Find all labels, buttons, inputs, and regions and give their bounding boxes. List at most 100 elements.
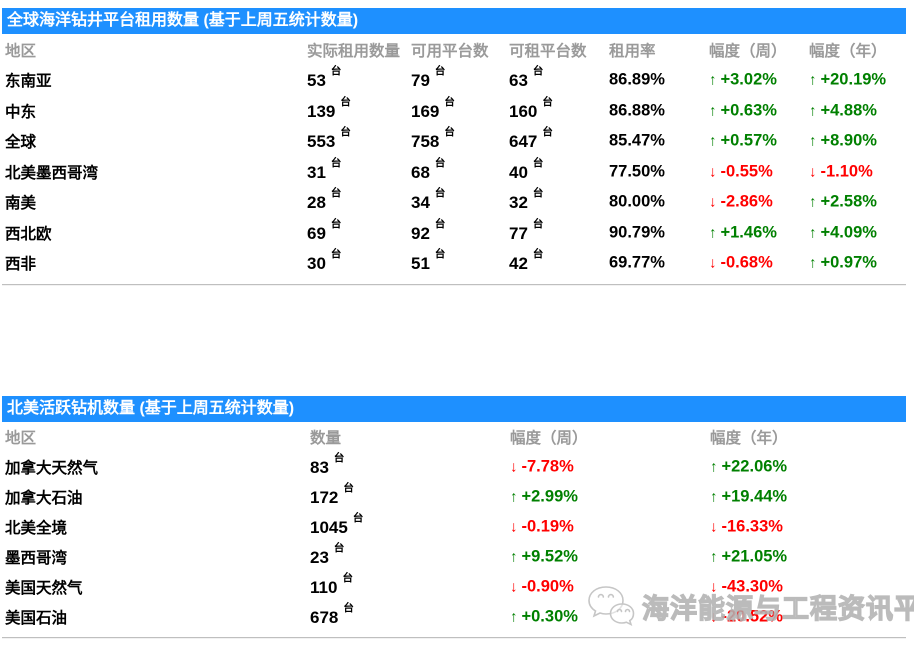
utilization-rate-cell: 77.50% [609, 162, 665, 181]
year-change-cell: ↓ -16.33% [710, 518, 783, 537]
week-change-cell: ↓ -0.19% [510, 518, 574, 537]
column-header-0: 地区 [5, 430, 37, 447]
delta-value: +3.02% [720, 70, 777, 89]
rentable-rigs-cell: 63 台 [509, 65, 543, 91]
column-header-2: 幅度（周） [510, 430, 588, 447]
count-value: 110 [310, 578, 338, 598]
delta-value: +1.46% [720, 223, 777, 242]
count-value: 83 [310, 458, 329, 478]
delta-value: -2.86% [720, 192, 773, 211]
year-change-cell: ↑ +21.05% [710, 548, 787, 567]
utilization-rate-cell: 86.89% [609, 70, 665, 89]
region-label: 加拿大石油 [5, 490, 83, 507]
unit-suffix: 台 [343, 601, 354, 614]
table1-body: 东南亚 53台 79台 63台 86.89% ↑ +3.02% ↑ +20.19% 中东 139台 1… [2, 65, 906, 279]
up-arrow-icon: ↑ [510, 488, 518, 506]
actual-rented-cell: 69 台 [307, 218, 341, 244]
week-change-cell: ↑ +0.57% [709, 132, 777, 151]
column-header-5: 幅度（周） [709, 42, 787, 60]
unit-suffix: 台 [333, 541, 345, 554]
table1-bottom-divider [2, 283, 906, 285]
unit-suffix: 台 [343, 481, 354, 494]
year-change-cell: ↑ +4.09% [809, 223, 877, 242]
unit-suffix: 台 [434, 248, 446, 261]
column-header-3: 幅度（年） [710, 430, 788, 447]
rig-count-cell: 678 台 [310, 602, 354, 628]
down-arrow-icon: ↓ [709, 254, 717, 272]
column-header-1: 实际租用数量 [307, 42, 401, 60]
table-row: 墨西哥湾 23台 ↑ +9.52% ↑ +21.05% [2, 542, 906, 572]
down-arrow-icon: ↓ [510, 518, 518, 536]
table-row: 加拿大天然气 83 台 ↓ -7.78% ↑ +22.06% [2, 452, 906, 482]
up-arrow-icon: ↑ [510, 608, 518, 626]
up-arrow-icon: ↑ [809, 102, 817, 120]
unit-suffix: 台 [444, 95, 455, 108]
count-value: 40 [509, 162, 528, 182]
table-row: 全球 553台 758台 647台 85.47% ↑ +0.57% ↑ +8.90% [2, 126, 906, 157]
rig-count-cell: 172 台 [310, 482, 354, 508]
year-change-cell: ↑ +20.19% [809, 71, 886, 90]
delta-value: +0.57% [720, 131, 777, 150]
rentable-rigs-cell: 32 台 [509, 187, 543, 213]
week-change-cell: ↑ +0.63% [709, 101, 777, 120]
down-arrow-icon: ↓ [710, 608, 718, 626]
region-label: 美国天然气 [5, 580, 83, 597]
column-header-6: 幅度（年） [809, 42, 887, 60]
count-value: 1045 [310, 518, 348, 538]
available-rigs-cell: 68 台 [411, 157, 445, 183]
up-arrow-icon: ↑ [709, 71, 717, 89]
unit-suffix: 台 [532, 156, 544, 169]
delta-value: -0.90% [521, 577, 574, 596]
up-arrow-icon: ↑ [809, 224, 817, 242]
unit-suffix: 台 [330, 187, 342, 200]
table-row: 南美 28 台 34 台 32 台 80.00% ↓ -2.86% ↑ +2.58% [2, 187, 906, 218]
delta-value: +19.44% [721, 487, 788, 506]
up-arrow-icon: ↑ [809, 254, 817, 272]
count-value: 758 [411, 132, 440, 152]
down-arrow-icon: ↓ [510, 578, 518, 596]
unit-suffix: 台 [333, 451, 345, 464]
count-value: 34 [411, 193, 430, 213]
year-change-cell: ↓ -43.30% [710, 578, 783, 597]
delta-value: +4.09% [820, 223, 877, 242]
count-value: 139 [307, 101, 336, 121]
year-change-cell: ↑ +0.97% [809, 254, 877, 273]
table-row: 西北欧 69台 92台 77台 90.79% ↑ +1.46% ↑ +4.09% [2, 218, 906, 249]
up-arrow-icon: ↑ [809, 71, 817, 89]
up-arrow-icon: ↑ [510, 548, 518, 566]
week-change-cell: ↓ -0.55% [709, 162, 773, 181]
count-value: 53 [307, 71, 326, 91]
region-label: 墨西哥湾 [5, 550, 68, 567]
unit-suffix: 台 [542, 95, 553, 108]
week-change-cell: ↑ +0.30% [510, 608, 578, 627]
available-rigs-cell: 758 台 [411, 126, 455, 152]
utilization-rate-cell: 85.47% [609, 131, 665, 150]
delta-value: -0.55% [720, 162, 773, 181]
delta-value: -20.52% [721, 607, 783, 626]
rig-count-cell: 83 台 [310, 452, 344, 478]
region-label: 东南亚 [5, 73, 52, 91]
year-change-cell: ↑ +8.90% [809, 132, 877, 151]
year-change-cell: ↑ +2.58% [809, 193, 877, 212]
count-value: 169 [411, 101, 440, 121]
actual-rented-cell: 553 台 [307, 126, 351, 152]
count-value: 63 [509, 71, 528, 91]
actual-rented-cell: 53 台 [307, 65, 341, 91]
delta-value: +0.63% [720, 101, 777, 120]
unit-suffix: 台 [532, 217, 544, 230]
table2-title: 北美活跃钻机数量 (基于上周五统计数量) [7, 400, 295, 417]
unit-suffix: 台 [340, 126, 351, 139]
region-label: 中东 [5, 103, 37, 121]
count-value: 23 [310, 548, 329, 568]
table-row: 中东 139台 169台 160台 86.88% ↑ +0.63% ↑ +4.88% [2, 96, 906, 127]
global-offshore-rig-rental-table: 全球海洋钻井平台租用数量 (基于上周五统计数量) 地区 实际租用数量 可用平台数 可租… [2, 8, 906, 285]
count-value: 28 [307, 193, 326, 213]
delta-value: +2.58% [820, 192, 877, 211]
week-change-cell: ↓ -7.78% [510, 458, 574, 477]
rentable-rigs-cell: 42 台 [509, 248, 543, 274]
count-value: 553 [307, 132, 336, 152]
rig-count-cell: 110 台 [310, 572, 353, 598]
count-value: 68 [411, 162, 430, 182]
up-arrow-icon: ↑ [709, 102, 717, 120]
column-header-2: 可用平台数 [411, 42, 489, 60]
